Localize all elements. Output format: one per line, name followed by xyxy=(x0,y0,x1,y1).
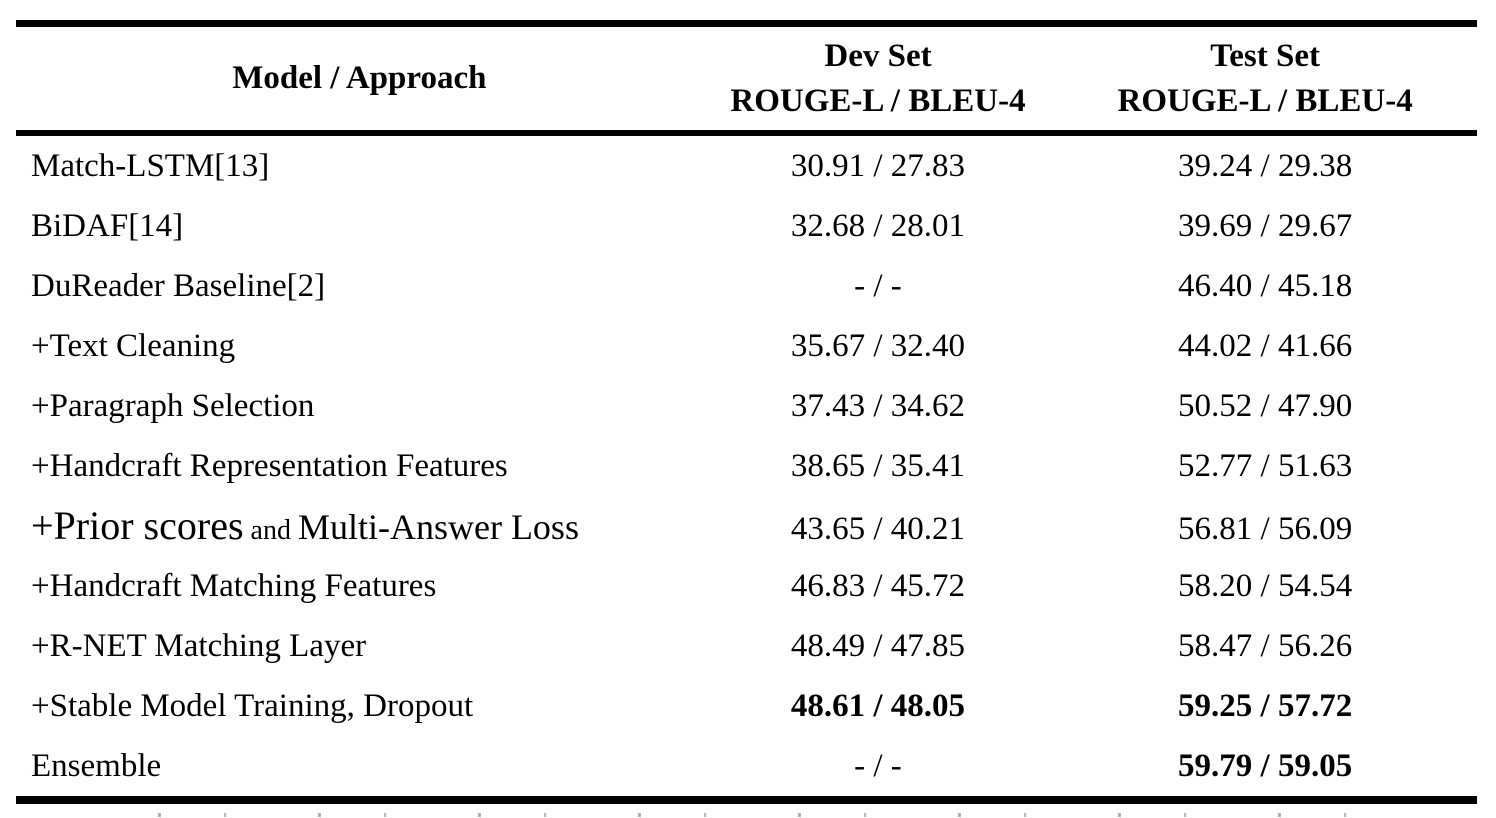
model-cell: +R-NET Matching Layer xyxy=(31,628,367,664)
test-cell: 58.20 / 54.54 xyxy=(1178,568,1353,604)
table-row: Ensemble - / - 59.79 / 59.05 xyxy=(16,736,1477,796)
dev-cell: 38.65 / 35.41 xyxy=(790,448,966,484)
model-cell: +Handcraft Representation Features xyxy=(31,448,508,484)
test-cell: 39.69 / 29.67 xyxy=(1178,208,1353,244)
dev-cell: 37.43 / 34.62 xyxy=(790,388,966,424)
model-cell: +Stable Model Training, Dropout xyxy=(31,688,474,724)
test-cell: 46.40 / 45.18 xyxy=(1178,268,1353,304)
model-label-segment: Multi-Answer Loss xyxy=(297,507,579,547)
model-label-segment: +Prior scores xyxy=(31,503,244,548)
table-body: Match-LSTM[13] 30.91 / 27.83 39.24 / 29.… xyxy=(16,136,1477,796)
dev-cell: 46.83 / 45.72 xyxy=(790,568,966,604)
header-model-approach: Model / Approach xyxy=(232,60,487,96)
test-cell: 56.81 / 56.09 xyxy=(1178,510,1353,547)
header-test-set: Test Set ROUGE-L / BLEU-4 xyxy=(1053,34,1477,124)
test-cell: 50.52 / 47.90 xyxy=(1178,388,1353,424)
dev-cell: 48.49 / 47.85 xyxy=(790,628,966,664)
table-row: BiDAF[14] 32.68 / 28.01 39.69 / 29.67 xyxy=(16,196,1477,256)
table-row: +Prior scores and Multi-Answer Loss 43.6… xyxy=(16,496,1477,556)
model-cell: +Text Cleaning xyxy=(31,328,236,364)
model-label-segment: and xyxy=(243,515,298,546)
table-header-rule xyxy=(16,130,1477,136)
table-row: +Stable Model Training, Dropout 48.61 / … xyxy=(16,676,1477,736)
dev-cell: 43.65 / 40.21 xyxy=(790,510,966,547)
model-cell: BiDAF[14] xyxy=(31,208,184,244)
dev-cell: 30.91 / 27.83 xyxy=(790,148,966,184)
results-table: Model / Approach Dev Set ROUGE-L / BLEU-… xyxy=(16,20,1477,817)
header-dev-set: Dev Set ROUGE-L / BLEU-4 xyxy=(703,34,1054,124)
table-row: +Handcraft Matching Features 46.83 / 45.… xyxy=(16,556,1477,616)
model-cell: +Paragraph Selection xyxy=(31,388,315,424)
clipped-caption-remnant xyxy=(106,813,1436,817)
model-cell: +Prior scores and Multi-Answer Loss xyxy=(16,496,703,561)
model-cell: +Handcraft Matching Features xyxy=(31,568,437,604)
model-cell: Match-LSTM[13] xyxy=(31,148,270,184)
header-dev-set-line1: Dev Set xyxy=(824,37,932,74)
model-cell: DuReader Baseline[2] xyxy=(31,268,326,304)
dev-cell: 48.61 / 48.05 xyxy=(790,688,966,724)
table-bottom-rule xyxy=(16,796,1477,804)
dev-cell: - / - xyxy=(854,748,902,784)
test-cell: 39.24 / 29.38 xyxy=(1178,148,1353,184)
table-top-rule xyxy=(16,20,1477,27)
test-cell: 59.79 / 59.05 xyxy=(1178,748,1353,784)
dev-cell: - / - xyxy=(854,268,902,304)
table-row: +Handcraft Representation Features 38.65… xyxy=(16,436,1477,496)
table-row: DuReader Baseline[2] - / - 46.40 / 45.18 xyxy=(16,256,1477,316)
test-cell: 52.77 / 51.63 xyxy=(1178,448,1353,484)
table-row: +R-NET Matching Layer 48.49 / 47.85 58.4… xyxy=(16,616,1477,676)
dev-cell: 32.68 / 28.01 xyxy=(790,208,966,244)
test-cell: 44.02 / 41.66 xyxy=(1178,328,1353,364)
test-cell: 59.25 / 57.72 xyxy=(1178,688,1353,724)
table-row: +Text Cleaning 35.67 / 32.40 44.02 / 41.… xyxy=(16,316,1477,376)
table-header-row: Model / Approach Dev Set ROUGE-L / BLEU-… xyxy=(16,27,1477,130)
header-test-set-line1: Test Set xyxy=(1210,37,1320,74)
test-cell: 58.47 / 56.26 xyxy=(1178,628,1353,664)
header-test-set-line2: ROUGE-L / BLEU-4 xyxy=(1117,82,1413,119)
header-dev-set-line2: ROUGE-L / BLEU-4 xyxy=(730,82,1026,119)
table-row: Match-LSTM[13] 30.91 / 27.83 39.24 / 29.… xyxy=(16,136,1477,196)
model-cell: Ensemble xyxy=(31,748,162,784)
dev-cell: 35.67 / 32.40 xyxy=(790,328,966,364)
table-row: +Paragraph Selection 37.43 / 34.62 50.52… xyxy=(16,376,1477,436)
